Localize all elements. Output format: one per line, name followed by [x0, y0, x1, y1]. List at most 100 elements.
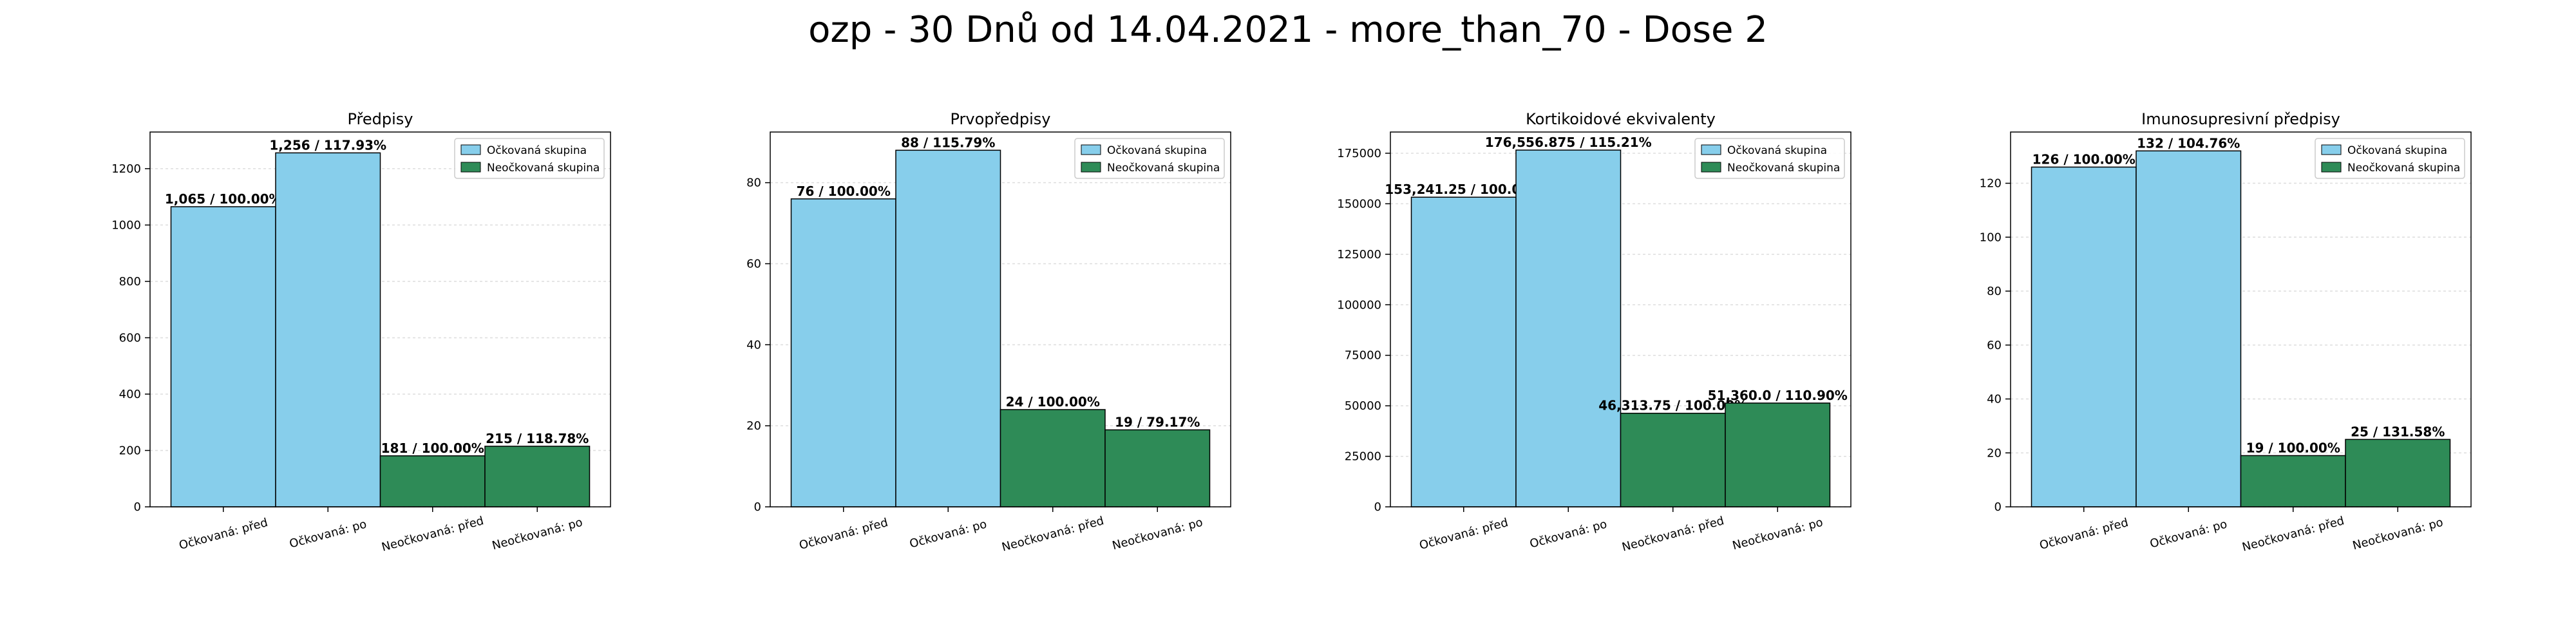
- legend-label: Očkovaná skupina: [487, 144, 587, 157]
- y-tick-label: 100000: [1337, 298, 1381, 312]
- bar: [2240, 455, 2346, 507]
- bar: [1410, 196, 1517, 507]
- bar: [1104, 429, 1211, 507]
- y-tick-label: 100: [1980, 231, 2002, 244]
- x-tick-label: Neočkovaná: před: [2240, 514, 2345, 554]
- data-label: 132 / 104.76%: [2137, 135, 2240, 151]
- bar: [1725, 402, 1831, 507]
- y-tick-label: 600: [119, 331, 141, 345]
- y-tick-label: 40: [1987, 393, 2002, 406]
- figure-title: ozp - 30 Dnů od 14.04.2021 - more_than_7…: [808, 9, 1768, 51]
- x-tick-label: Očkovaná: před: [178, 516, 269, 553]
- data-label: 126 / 100.00%: [2032, 151, 2136, 167]
- legend-label: Neočkovaná skupina: [2347, 162, 2460, 175]
- x-tick-label: Očkovaná: před: [2038, 516, 2130, 553]
- x-tick-label: Očkovaná: po: [288, 517, 368, 551]
- legend: Očkovaná skupina Neočkovaná skupina: [2315, 138, 2465, 179]
- y-tick-label: 175000: [1337, 147, 1381, 160]
- bar: [2031, 166, 2137, 507]
- x-tick-label: Neočkovaná: po: [2351, 516, 2445, 553]
- legend-swatch: [460, 144, 481, 155]
- bar: [2345, 439, 2451, 507]
- y-tick-label: 150000: [1337, 197, 1381, 211]
- data-label: 88 / 115.79%: [901, 135, 995, 150]
- y-tick-label: 75000: [1345, 349, 1381, 363]
- legend: Očkovaná skupina Neočkovaná skupina: [1074, 138, 1225, 179]
- legend-swatch: [1701, 144, 1721, 155]
- chart-panel-1: 0 200 400 600 800 1000 1200 1,065 / 100.00% Očko…: [111, 110, 611, 554]
- legend-swatch: [2321, 162, 2342, 173]
- y-tick-label: 50000: [1345, 399, 1381, 413]
- y-tick-label: 1200: [111, 162, 141, 176]
- chart-title: Imunosupresivní předpisy: [2141, 110, 2340, 128]
- data-label: 176,556.875 / 115.21%: [1485, 135, 1652, 150]
- legend-label: Neočkovaná skupina: [487, 162, 600, 175]
- y-tick-label: 125000: [1337, 248, 1381, 261]
- chart-title: Kortikoidové ekvivalenty: [1526, 110, 1716, 128]
- legend-label: Očkovaná skupina: [2347, 144, 2447, 157]
- legend-swatch: [2321, 144, 2342, 155]
- y-tick-label: 200: [119, 444, 141, 457]
- data-label: 46,313.75 / 100.00%: [1598, 398, 1747, 413]
- bar: [2136, 150, 2242, 507]
- data-label: 19 / 100.00%: [2246, 440, 2340, 455]
- bar: [790, 198, 896, 507]
- bar: [895, 149, 1001, 507]
- legend-swatch: [1081, 162, 1101, 173]
- legend-box: [2315, 138, 2465, 179]
- x-tick-label: Neočkovaná: po: [491, 516, 584, 553]
- legend: Očkovaná skupina Neočkovaná skupina: [454, 138, 605, 179]
- axes-frame: [770, 131, 1231, 507]
- chart-panel-4: 0 20 40 60 80 100 120 126 / 100.00% Očkovaná: př…: [1980, 110, 2472, 554]
- bar: [170, 206, 276, 507]
- data-label: 51,360.0 / 110.90%: [1708, 388, 1848, 403]
- y-tick-label: 60: [1987, 339, 2002, 352]
- data-label: 24 / 100.00%: [1006, 394, 1100, 410]
- bar: [1620, 412, 1726, 507]
- data-label: 25 / 131.58%: [2351, 424, 2445, 439]
- legend-swatch: [460, 162, 481, 173]
- y-tick-label: 20: [1987, 446, 2002, 460]
- chart-panel-3: 0 25000 50000 75000 100000 125000 150000 175000…: [1337, 110, 1852, 554]
- y-tick-label: 0: [754, 500, 761, 514]
- legend-label: Neočkovaná skupina: [1727, 162, 1840, 175]
- legend-label: Očkovaná skupina: [1107, 144, 1207, 157]
- x-tick-label: Očkovaná: po: [1528, 517, 1608, 551]
- x-tick-label: Očkovaná: před: [798, 516, 889, 553]
- data-label: 19 / 79.17%: [1115, 414, 1200, 430]
- data-label: 181 / 100.00%: [381, 440, 484, 456]
- bar: [275, 152, 381, 507]
- y-tick-label: 80: [746, 176, 761, 190]
- legend-swatch: [1081, 144, 1101, 155]
- legend-box: [1694, 138, 1845, 179]
- y-tick-label: 0: [1994, 500, 2002, 514]
- data-label: 1,256 / 117.93%: [269, 137, 386, 153]
- legend-box: [454, 138, 605, 179]
- y-tick-label: 80: [1987, 285, 2002, 298]
- axes-frame: [1390, 131, 1852, 507]
- chart-title: Prvopředpisy: [951, 110, 1051, 128]
- axes-frame: [149, 131, 611, 507]
- chart-panel-2: 0 20 40 60 80 76 / 100.00% Očkovaná: před 88 / …: [746, 110, 1231, 554]
- legend-label: Očkovaná skupina: [1727, 144, 1827, 157]
- axes-frame: [2010, 131, 2472, 507]
- legend: Očkovaná skupina Neočkovaná skupina: [1694, 138, 1845, 179]
- y-tick-label: 0: [1374, 500, 1381, 514]
- y-tick-label: 800: [119, 275, 141, 289]
- y-tick-label: 20: [746, 419, 761, 433]
- bar: [999, 409, 1106, 507]
- x-tick-label: Očkovaná: po: [908, 517, 988, 551]
- y-tick-label: 1000: [111, 218, 141, 232]
- legend-label: Neočkovaná skupina: [1107, 162, 1220, 175]
- chart-title: Předpisy: [348, 110, 413, 128]
- x-tick-label: Neočkovaná: po: [1731, 516, 1824, 553]
- x-tick-label: Neočkovaná: před: [1000, 514, 1105, 554]
- bar: [379, 455, 486, 507]
- x-tick-label: Neočkovaná: po: [1111, 516, 1204, 553]
- y-tick-label: 120: [1980, 177, 2002, 191]
- data-label: 215 / 118.78%: [486, 431, 589, 446]
- y-tick-label: 25000: [1345, 450, 1381, 464]
- data-label: 76 / 100.00%: [797, 184, 891, 199]
- y-tick-label: 60: [746, 257, 761, 270]
